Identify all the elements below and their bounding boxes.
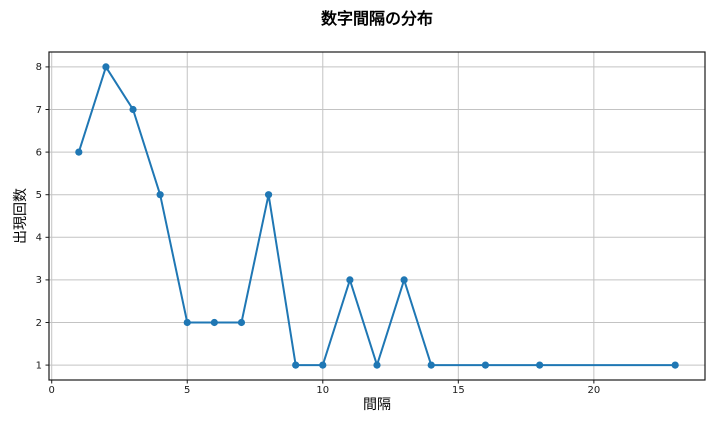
y-tick-label: 5: [36, 190, 42, 201]
data-point: [319, 361, 327, 369]
series-line: [77, 65, 677, 367]
x-tick-label: 10: [316, 385, 329, 396]
chart-title: 数字間隔の分布: [320, 9, 433, 28]
y-tick-label: 6: [36, 147, 42, 158]
data-point: [210, 318, 218, 327]
data-point: [264, 191, 273, 199]
data-point: [237, 318, 246, 327]
data-point: [671, 361, 679, 369]
data-point: [481, 361, 490, 369]
data-point: [346, 276, 354, 284]
y-tick-label: 7: [36, 105, 42, 116]
data-point: [292, 361, 300, 369]
data-point: [75, 148, 83, 156]
data-point: [400, 276, 408, 284]
data-point: [536, 361, 544, 369]
x-tick-label: 5: [184, 385, 190, 396]
data-point: [102, 63, 110, 71]
data-point: [373, 361, 381, 369]
y-tick-label: 4: [36, 233, 42, 244]
x-tick-label: 0: [49, 385, 55, 396]
y-tick-label: 8: [36, 62, 42, 73]
x-axis-label: 間隔: [363, 397, 391, 413]
x-tick-label: 15: [452, 385, 465, 396]
y-tick-label: 3: [36, 275, 42, 286]
x-tick-label: 20: [587, 385, 600, 396]
y-tick-label: 1: [36, 360, 42, 371]
y-tick-label: 2: [36, 318, 42, 329]
data-point: [427, 361, 435, 369]
data-point: [129, 105, 137, 114]
y-axis-label: 出現回数: [13, 188, 29, 244]
data-point: [156, 191, 164, 199]
data-point: [183, 318, 191, 327]
plot-border: [48, 51, 706, 381]
